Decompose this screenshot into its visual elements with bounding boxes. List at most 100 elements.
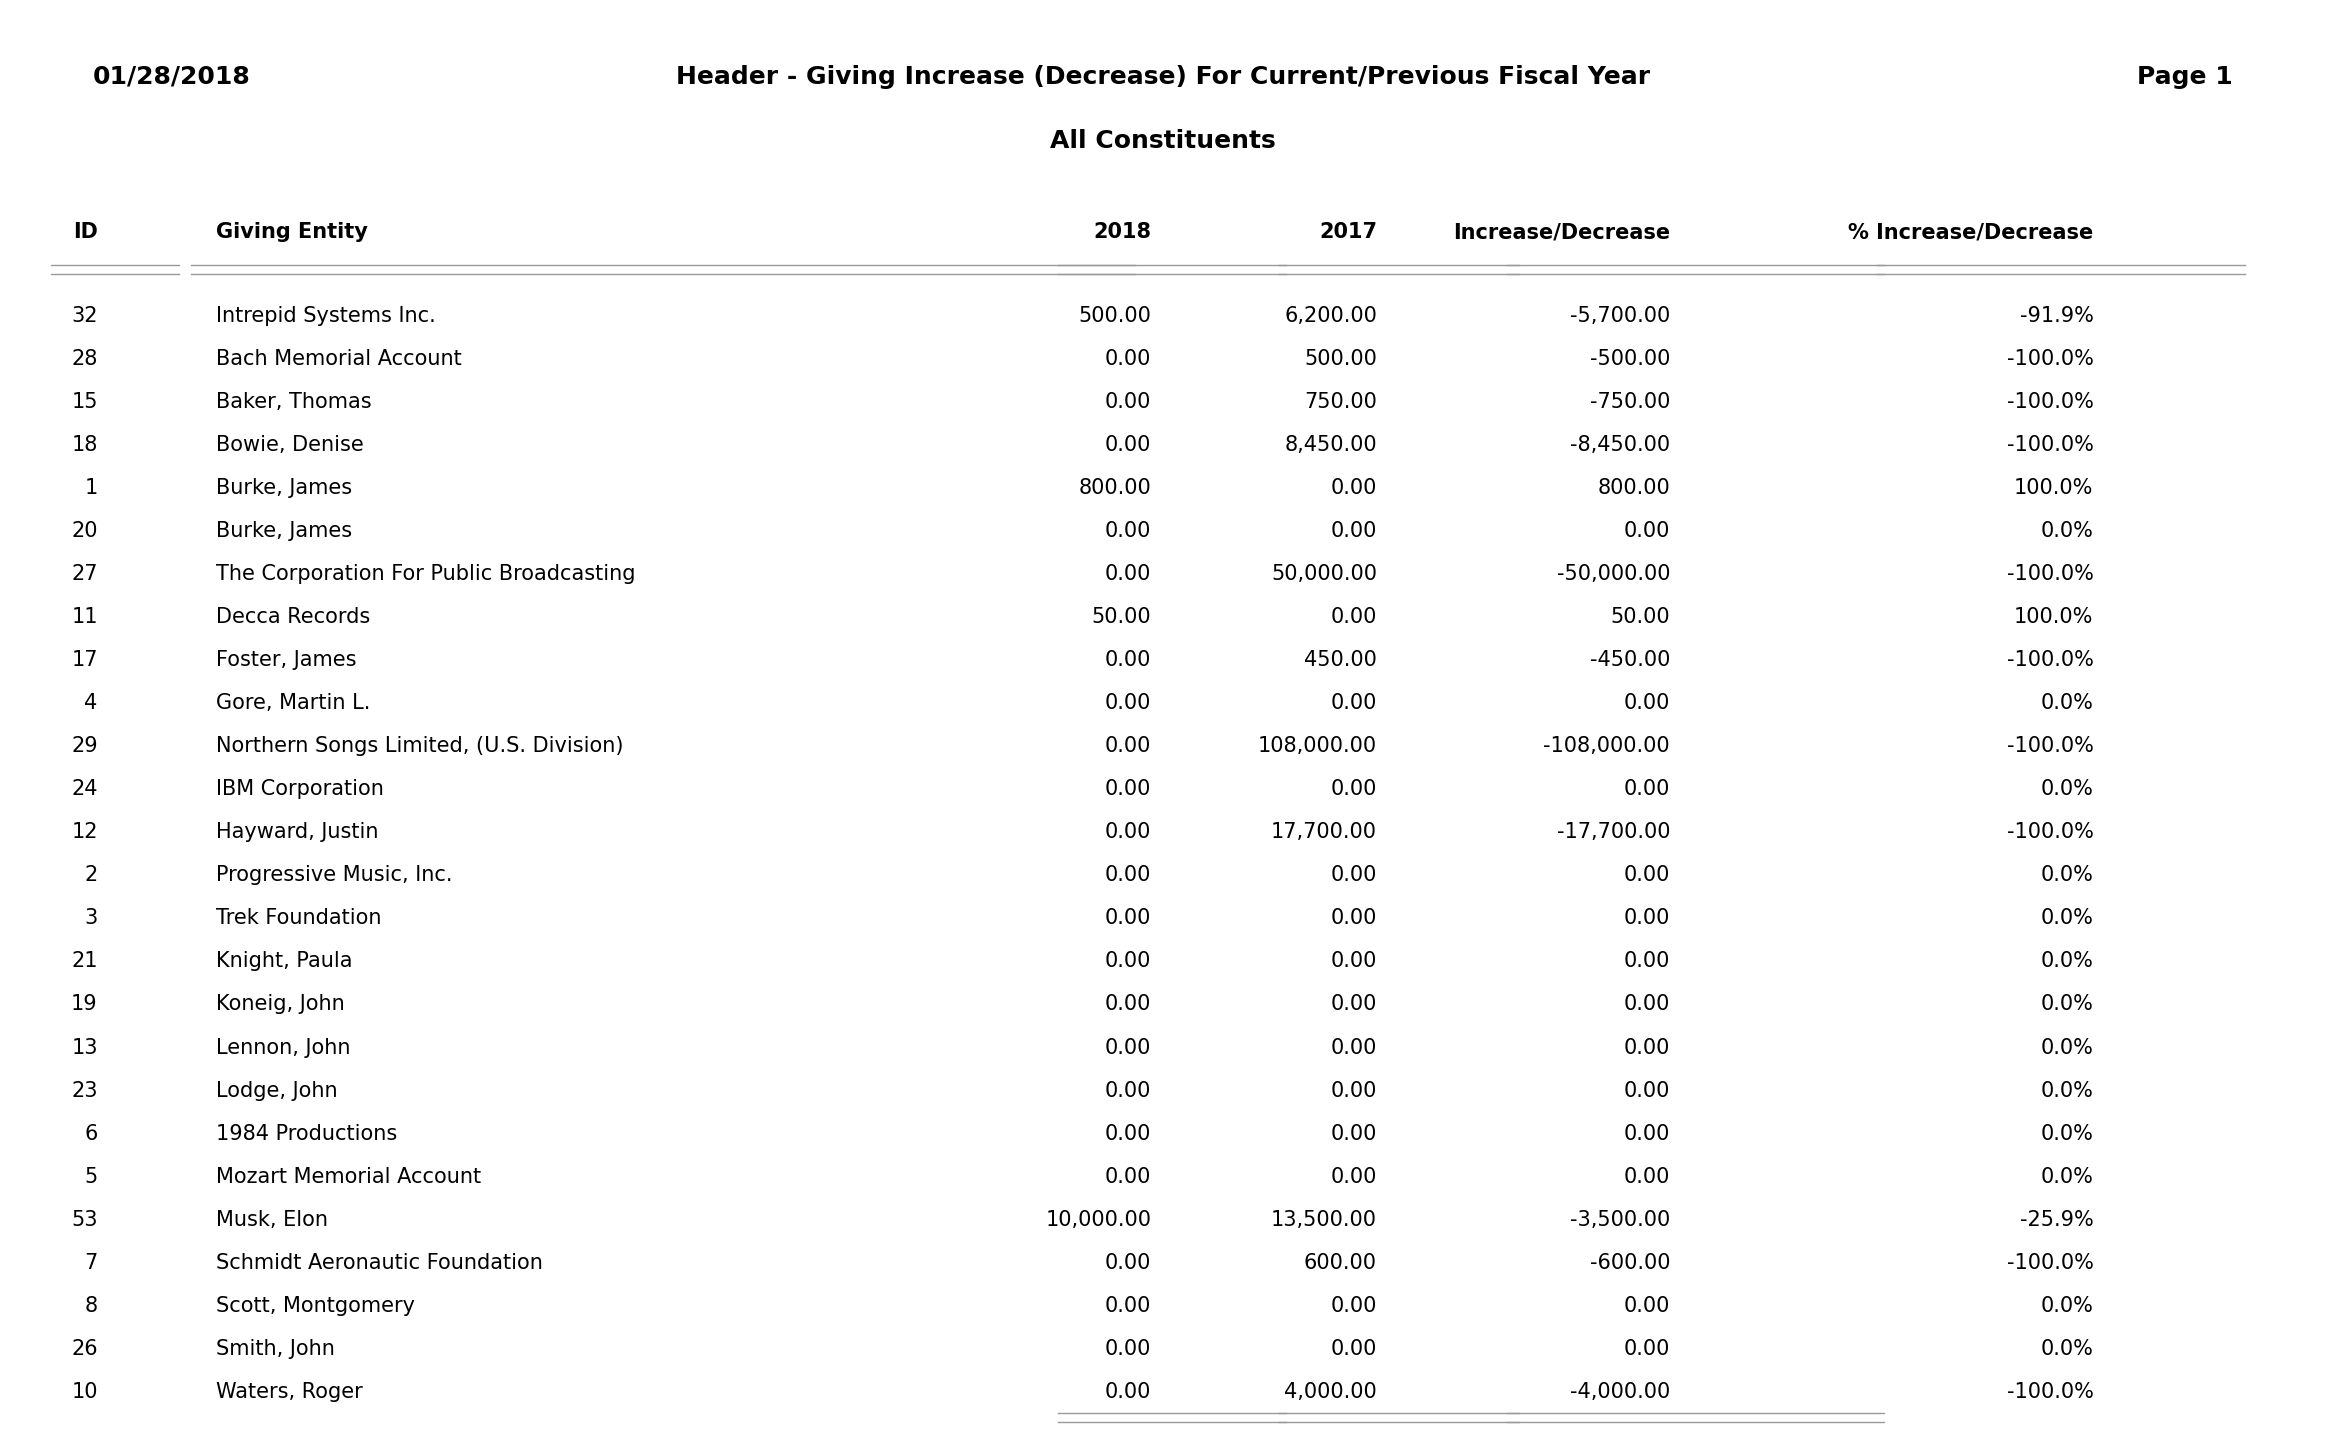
Text: 0.00: 0.00 xyxy=(1105,865,1151,885)
Text: 29: 29 xyxy=(72,736,98,756)
Text: 28: 28 xyxy=(72,349,98,369)
Text: 0.0%: 0.0% xyxy=(2040,951,2093,971)
Text: 0.0%: 0.0% xyxy=(2040,994,2093,1015)
Text: 19: 19 xyxy=(72,994,98,1015)
Text: 2: 2 xyxy=(84,865,98,885)
Text: 1: 1 xyxy=(84,478,98,498)
Text: 600.00: 600.00 xyxy=(1305,1253,1377,1273)
Text: -91.9%: -91.9% xyxy=(2019,306,2093,326)
Text: 0.00: 0.00 xyxy=(1330,1081,1377,1101)
Text: 0.0%: 0.0% xyxy=(2040,693,2093,713)
Text: -100.0%: -100.0% xyxy=(2007,1253,2093,1273)
Text: 0.00: 0.00 xyxy=(1105,822,1151,842)
Text: 21: 21 xyxy=(72,951,98,971)
Text: 0.0%: 0.0% xyxy=(2040,521,2093,541)
Text: Hayward, Justin: Hayward, Justin xyxy=(216,822,379,842)
Text: 26: 26 xyxy=(72,1339,98,1359)
Text: 11: 11 xyxy=(72,607,98,627)
Text: 0.00: 0.00 xyxy=(1624,521,1670,541)
Text: 0.0%: 0.0% xyxy=(2040,865,2093,885)
Text: 01/28/2018: 01/28/2018 xyxy=(93,65,251,89)
Text: 27: 27 xyxy=(72,564,98,584)
Text: Knight, Paula: Knight, Paula xyxy=(216,951,354,971)
Text: -450.00: -450.00 xyxy=(1589,650,1670,670)
Text: 0.00: 0.00 xyxy=(1105,736,1151,756)
Text: 0.00: 0.00 xyxy=(1105,1038,1151,1058)
Text: Foster, James: Foster, James xyxy=(216,650,356,670)
Text: -3,500.00: -3,500.00 xyxy=(1570,1210,1670,1230)
Text: 0.0%: 0.0% xyxy=(2040,1038,2093,1058)
Text: 500.00: 500.00 xyxy=(1305,349,1377,369)
Text: All Constituents: All Constituents xyxy=(1049,129,1277,154)
Text: The Corporation For Public Broadcasting: The Corporation For Public Broadcasting xyxy=(216,564,635,584)
Text: 8: 8 xyxy=(84,1296,98,1316)
Text: 450.00: 450.00 xyxy=(1305,650,1377,670)
Text: -100.0%: -100.0% xyxy=(2007,1382,2093,1402)
Text: % Increase/Decrease: % Increase/Decrease xyxy=(1849,222,2093,243)
Text: 0.00: 0.00 xyxy=(1624,1081,1670,1101)
Text: -100.0%: -100.0% xyxy=(2007,650,2093,670)
Text: 0.00: 0.00 xyxy=(1105,693,1151,713)
Text: -100.0%: -100.0% xyxy=(2007,736,2093,756)
Text: Header - Giving Increase (Decrease) For Current/Previous Fiscal Year: Header - Giving Increase (Decrease) For … xyxy=(677,65,1649,89)
Text: 17,700.00: 17,700.00 xyxy=(1270,822,1377,842)
Text: 50.00: 50.00 xyxy=(1610,607,1670,627)
Text: 500.00: 500.00 xyxy=(1079,306,1151,326)
Text: 0.00: 0.00 xyxy=(1105,779,1151,799)
Text: 0.00: 0.00 xyxy=(1624,865,1670,885)
Text: 0.00: 0.00 xyxy=(1624,779,1670,799)
Text: 32: 32 xyxy=(72,306,98,326)
Text: 0.0%: 0.0% xyxy=(2040,1339,2093,1359)
Text: 0.00: 0.00 xyxy=(1330,865,1377,885)
Text: Trek Foundation: Trek Foundation xyxy=(216,908,381,928)
Text: 0.00: 0.00 xyxy=(1624,994,1670,1015)
Text: Decca Records: Decca Records xyxy=(216,607,370,627)
Text: 53: 53 xyxy=(72,1210,98,1230)
Text: Bach Memorial Account: Bach Memorial Account xyxy=(216,349,463,369)
Text: 0.00: 0.00 xyxy=(1105,1081,1151,1101)
Text: 0.00: 0.00 xyxy=(1105,1124,1151,1144)
Text: -100.0%: -100.0% xyxy=(2007,435,2093,455)
Text: 0.00: 0.00 xyxy=(1105,951,1151,971)
Text: 0.00: 0.00 xyxy=(1105,1296,1151,1316)
Text: 0.00: 0.00 xyxy=(1105,1167,1151,1187)
Text: 0.0%: 0.0% xyxy=(2040,1081,2093,1101)
Text: 0.00: 0.00 xyxy=(1624,693,1670,713)
Text: 0.0%: 0.0% xyxy=(2040,779,2093,799)
Text: 800.00: 800.00 xyxy=(1079,478,1151,498)
Text: 0.00: 0.00 xyxy=(1105,1253,1151,1273)
Text: 0.00: 0.00 xyxy=(1330,1124,1377,1144)
Text: -4,000.00: -4,000.00 xyxy=(1570,1382,1670,1402)
Text: Giving Entity: Giving Entity xyxy=(216,222,368,243)
Text: 0.00: 0.00 xyxy=(1624,1167,1670,1187)
Text: 10,000.00: 10,000.00 xyxy=(1044,1210,1151,1230)
Text: 0.00: 0.00 xyxy=(1105,435,1151,455)
Text: 17: 17 xyxy=(72,650,98,670)
Text: 100.0%: 100.0% xyxy=(2014,607,2093,627)
Text: -100.0%: -100.0% xyxy=(2007,564,2093,584)
Text: 0.00: 0.00 xyxy=(1624,1296,1670,1316)
Text: Schmidt Aeronautic Foundation: Schmidt Aeronautic Foundation xyxy=(216,1253,544,1273)
Text: 0.00: 0.00 xyxy=(1330,779,1377,799)
Text: Burke, James: Burke, James xyxy=(216,521,354,541)
Text: 20: 20 xyxy=(72,521,98,541)
Text: Scott, Montgomery: Scott, Montgomery xyxy=(216,1296,416,1316)
Text: 6: 6 xyxy=(84,1124,98,1144)
Text: 0.00: 0.00 xyxy=(1105,1339,1151,1359)
Text: Increase/Decrease: Increase/Decrease xyxy=(1454,222,1670,243)
Text: Smith, John: Smith, John xyxy=(216,1339,335,1359)
Text: -500.00: -500.00 xyxy=(1589,349,1670,369)
Text: 0.00: 0.00 xyxy=(1330,1296,1377,1316)
Text: 0.00: 0.00 xyxy=(1330,908,1377,928)
Text: 108,000.00: 108,000.00 xyxy=(1258,736,1377,756)
Text: 0.00: 0.00 xyxy=(1624,1124,1670,1144)
Text: 24: 24 xyxy=(72,779,98,799)
Text: 50,000.00: 50,000.00 xyxy=(1270,564,1377,584)
Text: 4,000.00: 4,000.00 xyxy=(1284,1382,1377,1402)
Text: Gore, Martin L.: Gore, Martin L. xyxy=(216,693,370,713)
Text: 8,450.00: 8,450.00 xyxy=(1284,435,1377,455)
Text: 3: 3 xyxy=(84,908,98,928)
Text: 10: 10 xyxy=(72,1382,98,1402)
Text: 0.00: 0.00 xyxy=(1330,1339,1377,1359)
Text: 23: 23 xyxy=(72,1081,98,1101)
